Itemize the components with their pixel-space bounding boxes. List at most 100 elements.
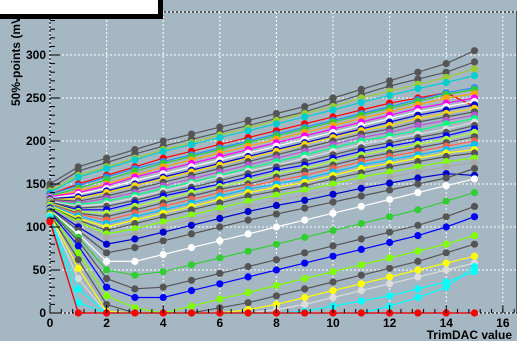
- data-point: [301, 191, 309, 199]
- y-tick-label: 250: [26, 91, 46, 105]
- data-point: [386, 195, 394, 204]
- data-point: [301, 233, 309, 241]
- data-point: [329, 198, 337, 206]
- series-line: [49, 68, 475, 192]
- data-point: [386, 91, 394, 99]
- data-point: [386, 280, 394, 288]
- y-tick-label: 50: [33, 263, 47, 277]
- data-point: [329, 293, 337, 302]
- data-point: [187, 302, 196, 310]
- data-point: [216, 295, 224, 303]
- data-point: [301, 113, 309, 121]
- data-point: [357, 280, 365, 288]
- data-point: [470, 58, 479, 66]
- series-line: [49, 167, 475, 254]
- data-point: [46, 218, 54, 226]
- data-point: [131, 235, 139, 243]
- data-point: [442, 182, 450, 190]
- series-line: [49, 149, 475, 228]
- data-point: [131, 257, 139, 265]
- data-point: [103, 240, 111, 248]
- data-point: [414, 293, 422, 302]
- data-point: [244, 116, 252, 124]
- series-line: [49, 221, 475, 314]
- data-point: [131, 244, 139, 252]
- data-point: [414, 273, 422, 281]
- data-point: [103, 300, 111, 308]
- data-point: [470, 47, 479, 55]
- data-point: [414, 189, 422, 197]
- y-tick-label: 200: [26, 134, 46, 148]
- series-line: [49, 205, 475, 290]
- data-point: [131, 156, 139, 164]
- data-point: [244, 273, 252, 281]
- data-point: [187, 140, 196, 148]
- data-point: [414, 75, 422, 83]
- data-point: [442, 158, 450, 166]
- data-point: [414, 158, 422, 166]
- data-point: [470, 65, 479, 73]
- data-point: [470, 149, 479, 157]
- data-point: [357, 245, 365, 253]
- data-point: [329, 268, 337, 276]
- data-point: [329, 175, 337, 183]
- data-point: [216, 123, 224, 131]
- data-point: [244, 216, 252, 224]
- data-point: [414, 84, 422, 93]
- series-line: [49, 114, 475, 204]
- data-point: [442, 174, 450, 182]
- data-point: [470, 202, 479, 210]
- data-point: [414, 180, 422, 188]
- data-point: [386, 186, 394, 194]
- data-point: [357, 202, 365, 210]
- data-point: [244, 309, 252, 317]
- data-point: [244, 207, 252, 216]
- data-point: [357, 261, 365, 269]
- data-point: [357, 184, 365, 192]
- data-point: [386, 273, 394, 281]
- data-point: [103, 164, 111, 173]
- data-point: [442, 259, 450, 267]
- data-point: [414, 163, 422, 171]
- data-point: [187, 216, 196, 224]
- data-point: [187, 287, 196, 295]
- series-line: [49, 87, 475, 195]
- data-point: [442, 266, 450, 274]
- data-point: [74, 275, 82, 283]
- data-point: [442, 283, 450, 291]
- y-tick-label: 300: [26, 48, 46, 62]
- data-point: [329, 190, 337, 198]
- data-point: [442, 60, 450, 68]
- data-point: [386, 228, 394, 236]
- data-point: [216, 134, 224, 142]
- data-point: [357, 192, 365, 200]
- data-point: [329, 252, 337, 260]
- data-point: [329, 106, 337, 114]
- series-line: [49, 152, 475, 232]
- data-point: [357, 220, 365, 228]
- data-point: [329, 180, 337, 188]
- data-point: [272, 281, 280, 290]
- data-point: [442, 152, 450, 161]
- data-point: [103, 233, 111, 241]
- data-point: [159, 218, 167, 226]
- data-point: [357, 297, 365, 305]
- x-tick-label: 2: [103, 316, 110, 330]
- series-line: [49, 192, 475, 276]
- data-point: [131, 271, 139, 279]
- data-point: [442, 213, 450, 221]
- data-point: [470, 263, 479, 271]
- series-line: [49, 140, 475, 221]
- series-group: [46, 47, 479, 317]
- data-point: [470, 164, 479, 173]
- data-point: [159, 293, 167, 302]
- data-point: [131, 309, 139, 317]
- series-line: [49, 214, 475, 314]
- data-point: [470, 309, 479, 317]
- data-point: [272, 292, 280, 300]
- data-point: [272, 191, 280, 199]
- series-line: [49, 61, 475, 189]
- data-point: [470, 189, 479, 197]
- data-point: [329, 242, 337, 250]
- data-point: [74, 249, 82, 257]
